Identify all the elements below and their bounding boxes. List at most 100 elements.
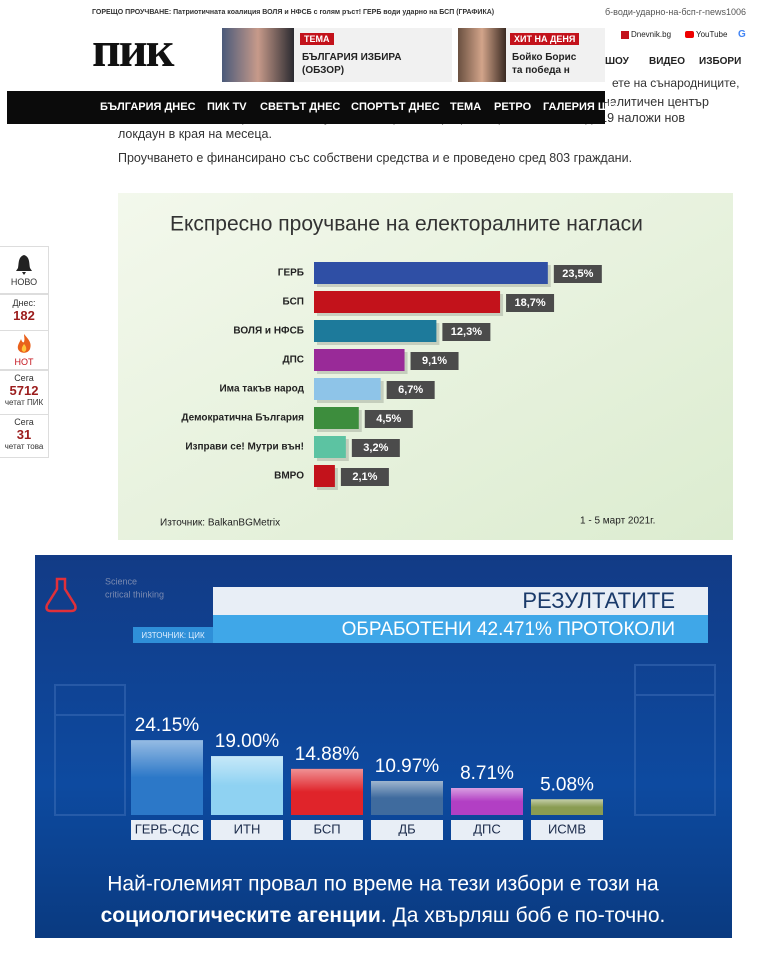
category-label: ДБ [398, 821, 415, 836]
value-label: 14.88% [295, 744, 360, 765]
menu-item[interactable]: ГАЛЕРИЯ ШО [543, 101, 618, 113]
value-label: 10.97% [375, 756, 440, 777]
category-label: БСП [313, 821, 340, 836]
brand-logo [45, 577, 77, 613]
bell-icon [16, 255, 32, 275]
menu-item[interactable]: СПОРТЪТ ДНЕС [351, 101, 440, 113]
sidebar-label: HOT [14, 357, 34, 367]
menu-item[interactable]: ПИК TV [207, 101, 247, 113]
bar [314, 465, 335, 487]
background-architecture [54, 664, 716, 816]
chart-title: Експресно проучване на електоралните наг… [170, 213, 643, 236]
category-box [211, 820, 283, 840]
sidebar-label: Днес: [12, 298, 36, 308]
sidebar-item[interactable]: HOT [0, 330, 49, 370]
promo-text: БЪЛГАРИЯ ИЗБИРА [302, 52, 402, 63]
promo-text: та победа н [512, 65, 570, 76]
menu-item[interactable]: ТЕМА [450, 101, 482, 113]
logo[interactable]: пик [92, 21, 174, 77]
sidebar-item: Днес: 182 [0, 294, 49, 333]
promo-text: (ОБЗОР) [302, 65, 345, 76]
bar [314, 320, 437, 342]
sidebar-item[interactable]: НОВО [0, 246, 49, 294]
tv-results: Science critical thinking РЕЗУЛТАТИТЕ ОБ… [35, 555, 732, 938]
promo-image [458, 28, 506, 82]
menu-item[interactable]: РЕТРО [494, 101, 532, 113]
poll-chart: Експресно проучване на електоралните наг… [118, 193, 733, 540]
value-label: 8.71% [460, 763, 514, 784]
bar [314, 291, 501, 313]
value-label: 23,5% [562, 268, 593, 280]
bookmark[interactable]: Dnevnik.bg [621, 30, 671, 39]
bar-shine [291, 768, 363, 815]
sidebar-value: 31 [16, 427, 32, 442]
bookmark-text: YouTube [696, 30, 728, 39]
category-box [531, 820, 603, 840]
category-label: ВМРО [274, 471, 304, 482]
bar-shine [531, 799, 603, 815]
value-label-box [553, 265, 602, 283]
bookmark[interactable]: YouTube [685, 30, 727, 39]
value-label-box [340, 468, 389, 486]
brand-text: Science [105, 576, 137, 586]
value-label: 3,2% [363, 442, 388, 454]
value-label: 24.15% [135, 715, 200, 736]
caption: Най-големият провал по време на тези изб… [107, 873, 659, 896]
category-label: Демократична България [181, 413, 304, 424]
title-box [213, 587, 708, 615]
sidebar-item: Сега 5712 четат ПИК [0, 370, 49, 416]
value-label: 4,5% [376, 413, 401, 425]
value-label: 18,7% [514, 297, 545, 309]
tv-title: РЕЗУЛТАТИТЕ [522, 588, 675, 613]
category-box [371, 820, 443, 840]
bar [314, 378, 381, 400]
bar-shine [131, 740, 203, 815]
fire-icon [17, 334, 31, 353]
tv-subtitle: ОБРАБОТЕНИ 42.471% ПРОТОКОЛИ [342, 619, 675, 640]
category-label: ДПС [473, 821, 501, 836]
sidebar-label: Сега [14, 417, 34, 427]
bookmark[interactable]: G [738, 29, 746, 40]
category-box [451, 820, 523, 840]
sidebar-note: четат ПИК [4, 398, 44, 407]
url[interactable]: б-води-ударно-на-бсп-г-news1006 [605, 7, 747, 17]
caption-rest: . Да хвърляш боб е по-точно. [381, 904, 666, 927]
value-label: 6,7% [398, 384, 423, 396]
promo-text: Бойко Борис [512, 52, 577, 63]
value-label-box [442, 323, 491, 341]
web-screenshot: ГОРЕЩО ПРОУЧВАНЕ: Патриотичната коалиция… [0, 0, 757, 540]
sidebar-item: Сега 31 четат това [0, 414, 49, 458]
chart-source: Източник: BalkanBGMetrix [160, 518, 280, 529]
browser-overlay: б-води-ударно-на-бсп-г-news1006 Dnevnik.… [605, 0, 757, 90]
category-label: ВОЛЯ и НФСБ [233, 326, 304, 337]
caption-bold: социологическите агенции [101, 904, 381, 927]
bar-shine [451, 787, 523, 815]
menu-item[interactable]: СВЕТЪТ ДНЕС [260, 101, 341, 113]
nav-item[interactable]: ВИДЕО [649, 56, 685, 67]
menu-item[interactable]: БЪЛГАРИЯ ДНЕС [100, 101, 196, 113]
category-box [131, 820, 203, 840]
value-label-box [364, 410, 413, 428]
chart-date: 1 - 5 март 2021г. [580, 516, 655, 527]
category-label: ГЕРБ-СДС [135, 821, 200, 836]
nav-item[interactable]: ШОУ [605, 56, 629, 67]
value-label: 12,3% [451, 326, 482, 338]
tv-source: ИЗТОЧНИК: ЦИК [141, 631, 205, 640]
nav-item[interactable]: ИЗБОРИ [699, 56, 742, 67]
value-label: 5.08% [540, 774, 594, 795]
value-label: 19.00% [215, 731, 280, 752]
promo-tag: ХИТ НА ДЕНЯ [510, 33, 580, 45]
bar [314, 407, 359, 429]
main-menu: БЪЛГАРИЯ ДНЕС ПИК TV СВЕТЪТ ДНЕС СПОРТЪТ… [7, 91, 618, 124]
promo[interactable]: ТЕМА БЪЛГАРИЯ ИЗБИРА (ОБЗОР) [222, 28, 452, 82]
source-box [133, 627, 213, 643]
category-box [291, 820, 363, 840]
sidebar-value: 5712 [9, 383, 39, 398]
value-label-box [506, 294, 555, 312]
category-label: ДПС [282, 355, 304, 366]
ticker[interactable]: ГОРЕЩО ПРОУЧВАНЕ: Патриотичната коалиция… [92, 9, 495, 16]
value-label: 9,1% [422, 355, 447, 367]
partial-text: ете на сънародниците, [612, 76, 740, 90]
caption: социологическите агенции. Да хвърляш боб… [101, 904, 666, 927]
promo[interactable]: ХИТ НА ДЕНЯ Бойко Борис та победа н [458, 28, 605, 82]
